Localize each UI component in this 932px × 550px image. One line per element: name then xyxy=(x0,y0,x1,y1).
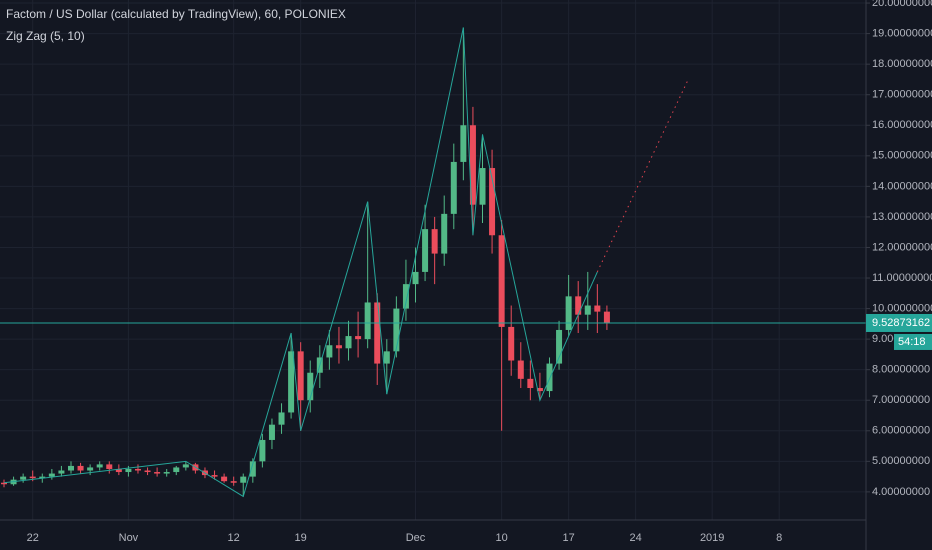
y-tick-label: 12.00000000 xyxy=(872,241,932,253)
candle-body xyxy=(489,168,496,236)
candle-body xyxy=(422,229,429,272)
candle-body xyxy=(288,351,295,413)
last-price-box xyxy=(866,313,932,332)
candle-body xyxy=(393,308,400,352)
y-tick-label: 19.00000000 xyxy=(872,28,932,40)
y-tick-label: 20.00000000 xyxy=(872,0,932,9)
candle-body xyxy=(355,336,362,340)
candle-body xyxy=(335,345,342,349)
candle-body xyxy=(402,284,409,309)
y-tick-label: 17.00000000 xyxy=(872,89,932,101)
y-tick-label: 14.00000000 xyxy=(872,180,932,192)
chart-title: Factom / US Dollar (calculated by Tradin… xyxy=(6,7,346,21)
candle-body xyxy=(39,476,46,479)
candle-body xyxy=(163,472,170,474)
y-tick-label: 6.00000000 xyxy=(872,425,930,437)
candle-body xyxy=(603,311,610,323)
x-tick-label: 22 xyxy=(27,532,39,544)
candle-body xyxy=(565,296,572,330)
candle-body xyxy=(96,464,103,468)
candle-body xyxy=(374,302,381,364)
candle-body xyxy=(125,468,132,473)
candle-body xyxy=(211,475,218,477)
candle-body xyxy=(517,360,524,379)
candle-body xyxy=(364,302,371,340)
candle-body xyxy=(1,482,7,485)
candle-body xyxy=(230,481,237,483)
candle-body xyxy=(584,305,591,315)
candle-body xyxy=(278,412,285,425)
candle-body xyxy=(67,465,74,471)
candle-body xyxy=(297,351,304,401)
y-tick-label: 5.00000000 xyxy=(872,455,930,467)
candle-body xyxy=(173,467,180,473)
candle-body xyxy=(460,125,467,162)
x-tick-label: 17 xyxy=(563,532,575,544)
y-tick-label: 13.00000000 xyxy=(872,211,932,223)
candle-body xyxy=(77,465,84,471)
x-tick-label: Dec xyxy=(406,532,426,544)
indicator-label: Zig Zag (5, 10) xyxy=(6,29,85,43)
axes: 4.00000000 5.00000000 6.00000000 7.00000000… xyxy=(27,0,932,544)
candle-body xyxy=(441,213,448,254)
marks xyxy=(0,27,866,498)
y-tick-label: 4.00000000 xyxy=(872,486,930,498)
candle-body xyxy=(469,125,476,205)
candle-body xyxy=(536,388,543,392)
candle-body xyxy=(58,470,65,474)
candle-body xyxy=(134,468,141,471)
candle-body xyxy=(594,305,601,312)
candle-body xyxy=(259,439,266,462)
candle-body xyxy=(106,464,113,469)
candle-body xyxy=(527,378,534,389)
x-tick-label: 12 xyxy=(228,532,240,544)
zigzag-projection xyxy=(596,79,689,273)
candle-body xyxy=(182,464,189,468)
candle-body xyxy=(498,235,505,327)
candle-body xyxy=(221,476,228,482)
candle-body xyxy=(450,161,457,214)
y-tick-label: 16.00000000 xyxy=(872,119,932,131)
candle-body xyxy=(240,476,247,483)
candle-body xyxy=(87,467,94,471)
candle-body xyxy=(154,472,161,474)
candle-body xyxy=(115,468,122,473)
x-tick-label: 8 xyxy=(776,532,782,544)
candle-body xyxy=(508,326,515,361)
x-tick-label: 19 xyxy=(295,532,307,544)
grid xyxy=(0,0,866,520)
candle-body xyxy=(20,476,27,480)
y-tick-label: 10.00000000 xyxy=(872,302,932,314)
candle-body xyxy=(383,351,390,364)
candle-body xyxy=(307,372,314,401)
candle-body xyxy=(48,473,55,477)
candle-body xyxy=(575,296,582,315)
countdown-box xyxy=(894,333,932,350)
y-tick-label: 8.00000000 xyxy=(872,364,930,376)
candle-body xyxy=(345,336,352,349)
last-price-label: 9.52873162 xyxy=(872,317,930,329)
countdown-label: 54:18 xyxy=(898,336,926,348)
zigzag-line xyxy=(3,27,598,498)
y-tick-label: 7.00000000 xyxy=(872,394,930,406)
candle-body xyxy=(326,345,333,358)
candle-body xyxy=(144,470,151,473)
candle-body xyxy=(29,476,36,479)
candle-body xyxy=(412,271,419,285)
candle-body xyxy=(268,424,275,440)
x-tick-label: Nov xyxy=(119,532,139,544)
candle-body xyxy=(479,168,486,205)
x-tick-label: 2019 xyxy=(700,532,724,544)
y-tick-label: 11.00000000 xyxy=(872,272,932,284)
candle-body xyxy=(556,329,563,364)
candle-body xyxy=(546,363,553,392)
candle-body xyxy=(431,229,438,254)
y-tick-label: 18.00000000 xyxy=(872,58,932,70)
y-tick-label: 15.00000000 xyxy=(872,150,932,162)
candle-body xyxy=(249,461,256,477)
x-tick-label: 10 xyxy=(496,532,508,544)
x-tick-label: 24 xyxy=(629,532,641,544)
